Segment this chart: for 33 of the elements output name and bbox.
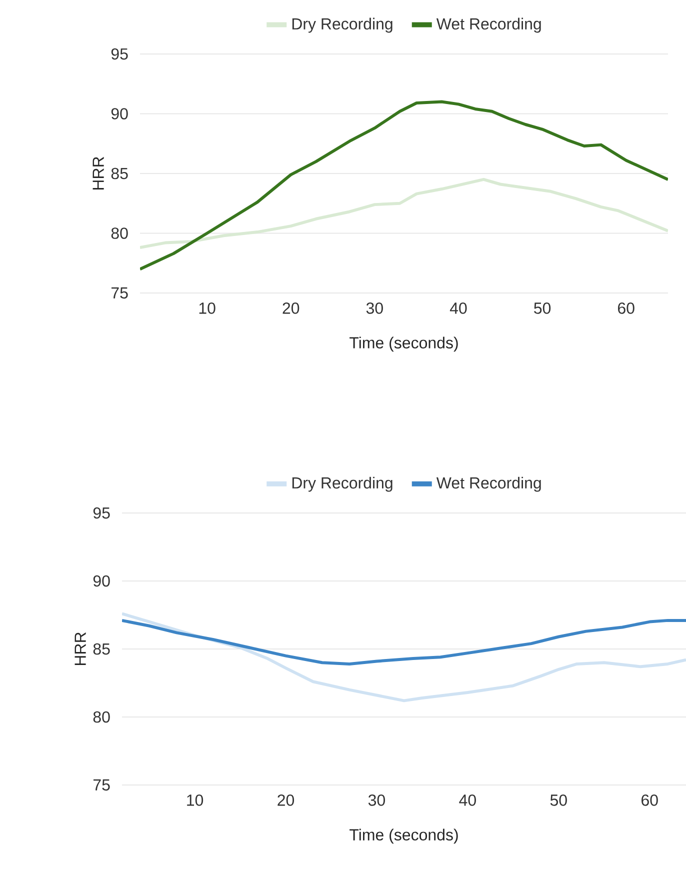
x-tick-label: 10	[187, 794, 204, 806]
line-series	[140, 100, 668, 271]
y-tick-label: 80	[111, 228, 128, 239]
y-tick-label: 95	[111, 48, 128, 60]
legend-label: Wet Recording	[436, 18, 541, 33]
y-tick-label: 85	[111, 168, 128, 180]
x-tick-label: 50	[534, 302, 551, 314]
y-tick-label: 75	[94, 779, 110, 791]
legend-label: Dry Recording	[292, 476, 392, 492]
x-tick-label: 50	[550, 794, 567, 806]
x-tick-label: 30	[368, 794, 385, 806]
y-axis-title: HRR	[74, 632, 86, 666]
x-tick-label: 10	[199, 302, 216, 314]
x-axis-title: Time (seconds)	[350, 828, 458, 844]
y-tick-label: 80	[93, 711, 110, 723]
y-axis-title: HRR	[92, 156, 104, 190]
y-tick-label: 95	[93, 507, 110, 519]
y-tick-label: 90	[93, 575, 110, 587]
y-tick-label: 75	[112, 287, 128, 299]
x-axis-title: Time (seconds)	[350, 336, 458, 352]
x-tick-label: 60	[642, 794, 658, 806]
line-series	[122, 618, 686, 666]
x-tick-label: 40	[459, 794, 476, 806]
y-tick-label: 90	[111, 108, 128, 120]
legend-label: Dry Recording	[292, 18, 392, 33]
x-tick-label: 60	[618, 302, 634, 314]
x-tick-label: 20	[278, 794, 294, 806]
line-series	[122, 612, 686, 702]
x-tick-label: 20	[282, 302, 300, 314]
legend-label: Wet Recording	[436, 476, 541, 492]
x-tick-label: 40	[450, 302, 467, 314]
x-tick-label: 30	[366, 302, 383, 314]
y-tick-label: 85	[93, 643, 110, 655]
